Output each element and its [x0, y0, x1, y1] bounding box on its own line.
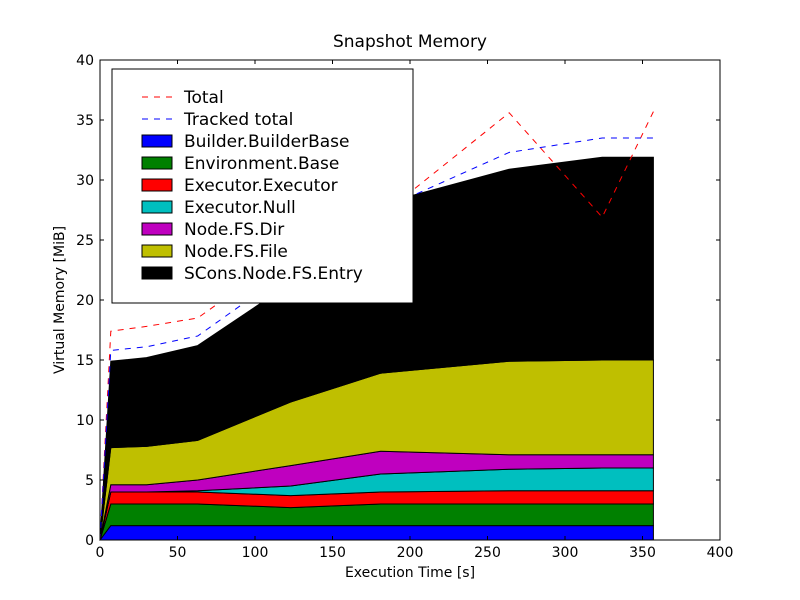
x-tick-label: 0: [96, 545, 105, 561]
y-tick-label: 20: [76, 293, 94, 309]
legend-swatch: [141, 200, 173, 214]
area-scons-node-fs-entry: [99, 156, 654, 541]
legend-label: Environment.Base: [184, 154, 339, 174]
legend-swatch: [141, 134, 173, 148]
axis-ticks: 0 50 100 150 200 250 300 350 400 0 5 10 15 20 25 30 35 40: [76, 53, 733, 561]
area-builder-builderbase: [99, 525, 654, 541]
x-tick-label: 350: [629, 545, 656, 561]
x-tick-label: 50: [169, 545, 187, 561]
y-tick-label: 35: [76, 113, 94, 129]
x-tick-label: 200: [397, 545, 424, 561]
plot-area: [99, 111, 654, 541]
y-tick-label: 10: [76, 413, 94, 429]
y-tick-label: 25: [76, 233, 94, 249]
y-tick-label: 30: [76, 173, 94, 189]
legend-label: Executor.Executor: [184, 176, 338, 196]
y-tick-label: 0: [85, 533, 94, 549]
x-tick-label: 100: [242, 545, 269, 561]
legend-label: Total: [183, 88, 224, 108]
legend-label: SCons.Node.FS.Entry: [184, 264, 363, 284]
legend-swatch: [141, 156, 173, 170]
legend-swatch: [141, 266, 173, 280]
legend-label: Executor.Null: [184, 198, 296, 218]
legend-swatch: [141, 222, 173, 236]
y-tick-label: 15: [76, 353, 94, 369]
x-tick-label: 400: [707, 545, 734, 561]
legend-swatch: [141, 178, 173, 192]
y-tick-label: 5: [85, 473, 94, 489]
legend-swatch: [141, 244, 173, 258]
legend-label: Builder.BuilderBase: [184, 132, 349, 152]
legend-label: Node.FS.File: [184, 242, 288, 262]
x-tick-label: 300: [552, 545, 579, 561]
x-axis-label: Execution Time [s]: [345, 565, 475, 581]
legend-label: Tracked total: [183, 110, 293, 130]
chart-title: Snapshot Memory: [333, 32, 487, 52]
legend-label: Node.FS.Dir: [184, 220, 284, 240]
y-tick-label: 40: [76, 53, 94, 69]
x-tick-label: 150: [319, 545, 346, 561]
x-tick-label: 250: [474, 545, 501, 561]
y-axis-label: Virtual Memory [MiB]: [52, 226, 68, 374]
